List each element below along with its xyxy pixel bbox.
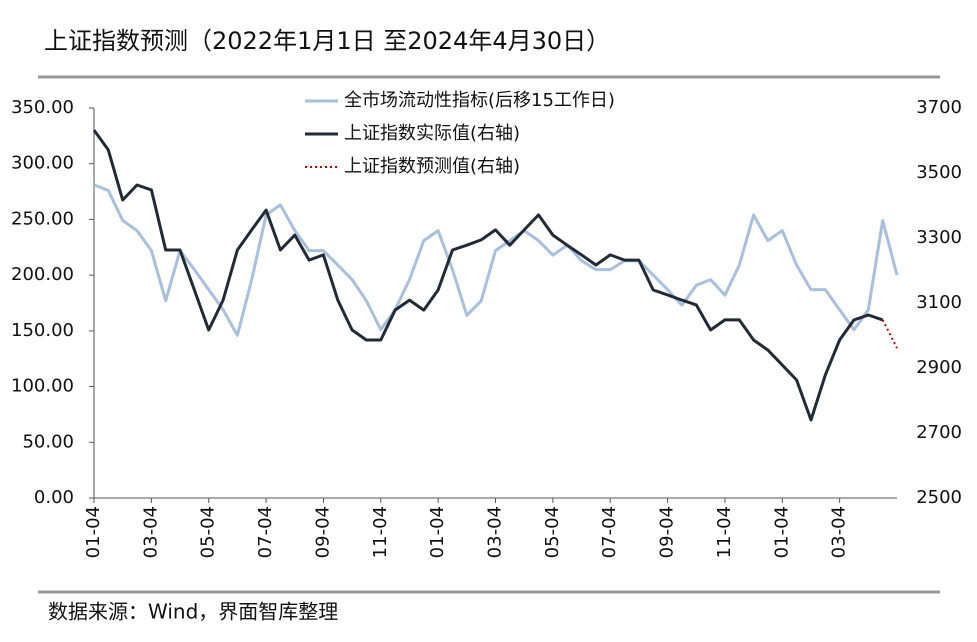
x-tick-label: 01-04 <box>771 506 792 558</box>
y2-tick-label: 2500 <box>916 487 962 508</box>
x-tick-label: 05-04 <box>542 506 563 558</box>
y-tick-label: 200.00 <box>11 264 74 285</box>
x-tick-label: 09-04 <box>657 506 678 558</box>
x-tick-label: 01-04 <box>83 506 104 558</box>
x-tick-label: 03-04 <box>829 506 850 558</box>
y2-tick-label: 3700 <box>916 97 962 118</box>
x-tick-label: 03-04 <box>485 506 506 558</box>
y-tick-label: 100.00 <box>11 376 74 397</box>
x-tick-label: 05-04 <box>198 506 219 558</box>
y-tick-label: 50.00 <box>22 431 74 452</box>
y2-tick-label: 2900 <box>916 357 962 378</box>
series-line <box>92 129 884 422</box>
x-tick-label: 11-04 <box>714 506 735 558</box>
series-line <box>93 183 899 337</box>
x-tick-label: 09-04 <box>312 506 333 558</box>
legend-label: 全市场流动性指标(后移15工作日) <box>344 90 615 111</box>
y-tick-label: 350.00 <box>11 97 74 118</box>
y2-tick-label: 3100 <box>916 292 962 313</box>
series-line <box>881 319 898 349</box>
y-tick-label: 250.00 <box>11 208 74 229</box>
y-tick-label: 0.00 <box>34 487 74 508</box>
y2-tick-label: 3500 <box>916 162 962 183</box>
x-tick-label: 07-04 <box>599 506 620 558</box>
legend-label: 上证指数实际值(右轴) <box>344 123 520 144</box>
chart-title: 上证指数预测（2022年1月1日 至2024年4月30日） <box>44 27 610 55</box>
x-tick-label: 01-04 <box>427 506 448 558</box>
source: 数据来源：Wind，界面智库整理 <box>48 600 338 624</box>
x-tick-label: 03-04 <box>140 506 161 558</box>
x-tick-label: 07-04 <box>255 506 276 558</box>
y2-tick-label: 3300 <box>916 227 962 248</box>
x-tick-label: 11-04 <box>370 506 391 558</box>
y2-tick-label: 2700 <box>916 422 962 443</box>
y-tick-label: 300.00 <box>11 153 74 174</box>
legend-label: 上证指数预测值(右轴) <box>344 156 520 177</box>
y-tick-label: 150.00 <box>11 320 74 341</box>
